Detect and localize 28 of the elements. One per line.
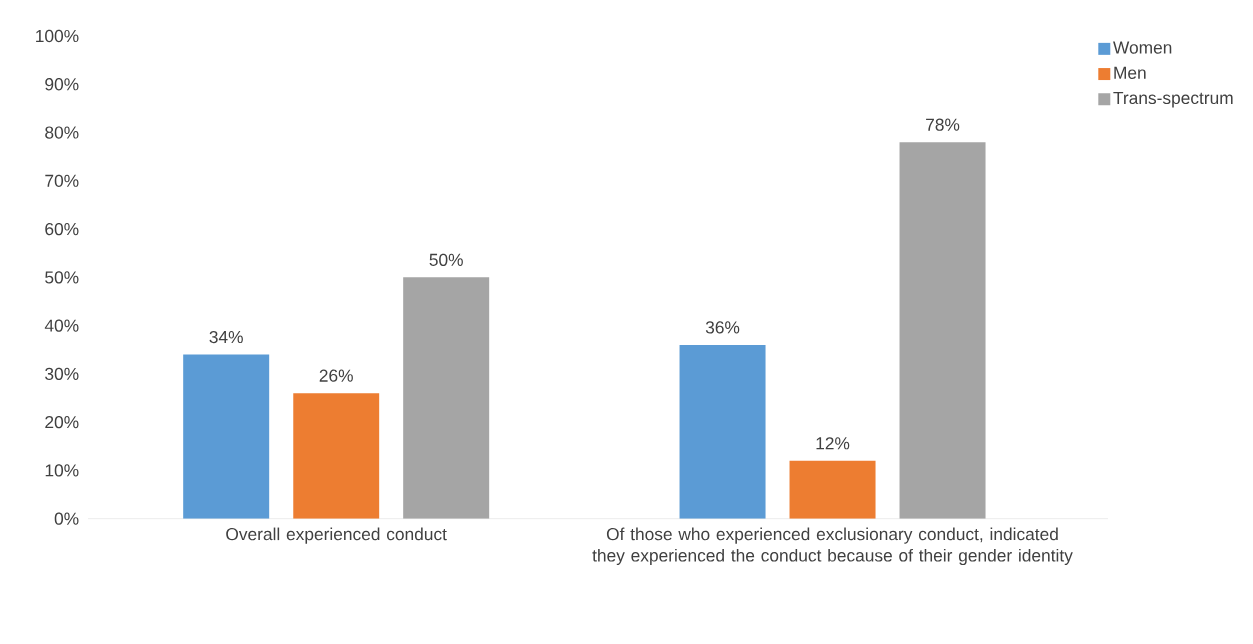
x-tick-label: Overall experienced conduct [226,527,447,544]
bar [789,460,876,519]
legend-label: Trans-spectrum [1113,91,1233,108]
y-tick-label: 70% [45,174,79,187]
y-tick-label: 40% [44,319,79,332]
bar [293,393,380,519]
bar [679,344,766,519]
bar [899,142,986,519]
legend-label: Men [1114,66,1146,79]
y-tick-label: 60% [45,222,79,236]
x-tick-label: Of those who experienced exclusionary conduct, indicated they experienced the conduct because of their gender identity [592,527,1073,566]
bar [183,354,270,519]
data-label: 34% [209,330,243,344]
y-tick-label: 20% [45,415,79,429]
y-tick-label: 10% [45,464,79,477]
data-label: 26% [319,369,353,382]
data-label: 78% [926,118,960,131]
y-tick-label: 80% [45,126,79,139]
data-label: 12% [816,437,850,450]
legend-label: Women [1113,41,1172,54]
y-tick-label: 0% [54,512,79,525]
y-tick-label: 100% [36,29,79,43]
bar [403,277,490,519]
y-tick-label: 30% [45,367,79,380]
y-tick-label: 50% [45,271,79,284]
data-label: 36% [705,321,740,334]
y-tick-label: 90% [45,78,79,91]
data-label: 50% [429,253,463,266]
